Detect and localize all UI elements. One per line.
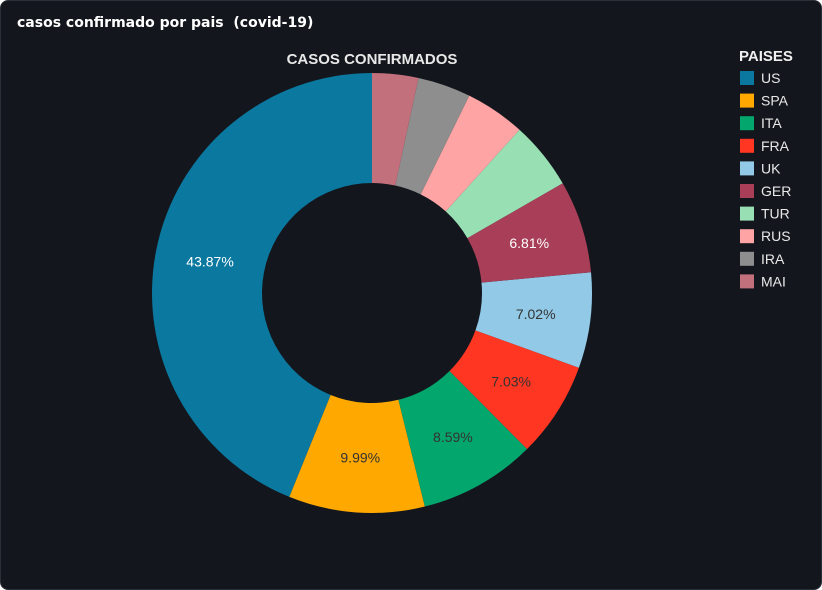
slice-us[interactable]	[151, 73, 372, 497]
slice-label-uk: 7.02%	[516, 306, 556, 322]
legend-item-ita[interactable]: ITA	[740, 115, 782, 131]
legend-item-us[interactable]: US	[740, 70, 780, 86]
slice-label-spa: 9.99%	[340, 450, 380, 466]
legend-label: ITA	[761, 115, 782, 131]
slice-ita[interactable]	[398, 371, 528, 507]
legend-label: SPA	[761, 93, 789, 109]
legend-label: US	[761, 70, 780, 86]
legend-item-tur[interactable]: TUR	[740, 206, 790, 222]
slices-group	[151, 73, 592, 513]
legend-swatch	[740, 71, 754, 85]
legend-swatch	[740, 274, 754, 289]
legend-swatch	[740, 206, 754, 221]
legend-item-spa[interactable]: SPA	[740, 93, 789, 109]
legend-item-uk[interactable]: UK	[740, 160, 781, 176]
legend-label: MAI	[761, 273, 786, 289]
legend-swatch	[740, 138, 754, 153]
slice-spa[interactable]	[289, 394, 425, 513]
slice-tur[interactable]	[445, 129, 563, 239]
slice-ger[interactable]	[467, 183, 592, 283]
legend-item-mai[interactable]: MAI	[740, 273, 786, 289]
slice-ira[interactable]	[395, 77, 470, 195]
slice-uk[interactable]	[475, 272, 592, 368]
legend-swatch	[740, 161, 754, 176]
legend-label: TUR	[761, 206, 790, 222]
legend-item-rus[interactable]: RUS	[740, 228, 791, 244]
legend-swatch	[740, 116, 754, 131]
legend-label: IRA	[761, 251, 785, 267]
legend-label: RUS	[761, 228, 791, 244]
slice-rus[interactable]	[420, 95, 520, 212]
legend-swatch	[740, 93, 754, 108]
legend-label: UK	[761, 160, 781, 176]
legend-item-fra[interactable]: FRA	[740, 138, 790, 154]
chart-title: CASOS CONFIRMADOS	[287, 51, 458, 68]
legend-swatch	[740, 251, 754, 266]
slice-label-ita: 8.59%	[433, 429, 473, 445]
legend: US SPA ITA FRA UK GER TUR RUS IRA MAI	[740, 70, 791, 289]
panel-title: casos confirmado por pais (covid-19)	[17, 15, 314, 31]
legend-title: PAISES	[739, 48, 793, 65]
legend-item-ira[interactable]: IRA	[740, 251, 785, 267]
slice-labels-group: 43.87% 9.99% 8.59% 7.03% 7.02% 6.81%	[186, 235, 555, 466]
legend-swatch	[740, 229, 754, 244]
slice-label-ger: 6.81%	[509, 235, 549, 251]
slice-label-us: 43.87%	[186, 253, 233, 269]
slice-fra[interactable]	[449, 330, 579, 450]
legend-swatch	[740, 184, 754, 198]
legend-item-ger[interactable]: GER	[740, 183, 791, 199]
legend-label: FRA	[761, 138, 790, 154]
legend-label: GER	[761, 183, 791, 199]
slice-mai[interactable]	[372, 73, 419, 186]
slice-label-fra: 7.03%	[491, 374, 531, 390]
